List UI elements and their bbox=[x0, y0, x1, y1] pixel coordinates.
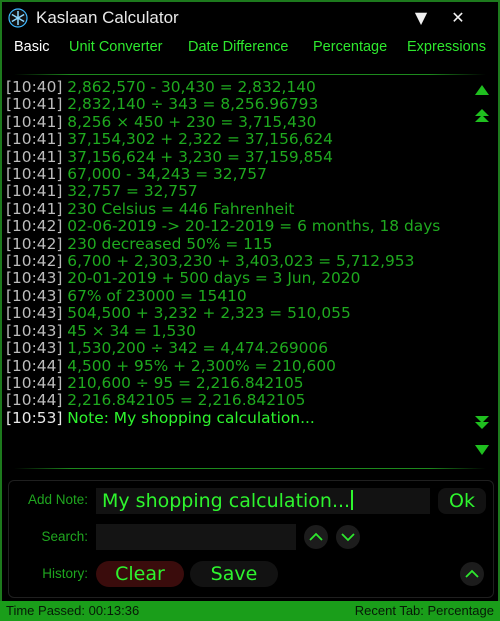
collapse-panel-button[interactable] bbox=[460, 562, 484, 586]
tab-basic[interactable]: Basic bbox=[14, 39, 50, 55]
tab-percentage[interactable]: Percentage bbox=[313, 39, 388, 55]
history-line: [10:43] 20-01-2019 + 500 days = 3 Jun, 2… bbox=[6, 269, 361, 288]
history-line: [10:44] 210,600 ÷ 95 = 2,216.842105 bbox=[6, 373, 304, 392]
clear-button[interactable]: Clear bbox=[96, 561, 184, 587]
tab-date-difference[interactable]: Date Difference bbox=[188, 39, 289, 55]
title-bar[interactable]: Kaslaan Calculator ▼ ✕ bbox=[2, 2, 498, 34]
history-line: [10:41] 67,000 - 34,243 = 32,757 bbox=[6, 165, 267, 184]
chevron-down-icon bbox=[341, 533, 355, 542]
history-line: [10:41] 230 Celsius = 446 Fahrenheit bbox=[6, 199, 295, 218]
history-list[interactable]: [10:40] 2,862,570 - 30,430 = 2,832,140 [… bbox=[6, 79, 466, 464]
scroll-top-icon[interactable] bbox=[473, 108, 491, 124]
save-button[interactable]: Save bbox=[190, 561, 278, 587]
tab-unit-converter[interactable]: Unit Converter bbox=[69, 39, 163, 55]
history-line: [10:41] 32,757 = 32,757 bbox=[6, 182, 198, 201]
window-title: Kaslaan Calculator bbox=[36, 8, 179, 27]
tab-expressions[interactable]: Expressions bbox=[407, 39, 486, 55]
history-line: [10:42] 02-06-2019 -> 20-12-2019 = 6 mon… bbox=[6, 217, 441, 236]
tab-bar: Basic Unit Converter Date Difference Per… bbox=[2, 36, 498, 62]
history-line-note: [10:53] Note: My shopping calculation... bbox=[6, 408, 315, 427]
history-line: [10:43] 1,530,200 ÷ 342 = 4,474.269006 bbox=[6, 339, 329, 358]
add-note-label: Add Note: bbox=[27, 492, 88, 507]
history-line: [10:41] 37,156,624 + 3,230 = 37,159,854 bbox=[6, 147, 333, 166]
time-passed: Time Passed: 00:13:36 bbox=[6, 603, 140, 618]
search-next-button[interactable] bbox=[336, 525, 360, 549]
chevron-up-icon bbox=[309, 532, 323, 541]
ok-button[interactable]: Ok bbox=[438, 488, 486, 514]
controls-panel bbox=[8, 480, 494, 598]
snowflake-icon bbox=[8, 8, 28, 28]
history-line: [10:41] 8,256 × 450 + 230 = 3,715,430 bbox=[6, 112, 317, 131]
history-line: [10:43] 504,500 + 3,232 + 2,323 = 510,05… bbox=[6, 304, 351, 323]
history-top-divider bbox=[14, 74, 486, 75]
scroll-bottom-icon[interactable] bbox=[473, 414, 491, 430]
history-line: [10:44] 4,500 + 95% + 2,300% = 210,600 bbox=[6, 356, 336, 375]
close-button[interactable]: ✕ bbox=[451, 8, 465, 27]
history-bottom-divider bbox=[14, 468, 486, 469]
history-line: [10:44] 2,216.842105 = 2,216.842105 bbox=[6, 391, 306, 410]
history-line: [10:41] 37,154,302 + 2,322 = 37,156,624 bbox=[6, 130, 333, 149]
history-line: [10:43] 67% of 23000 = 15410 bbox=[6, 286, 247, 305]
search-input[interactable] bbox=[96, 524, 296, 550]
status-bar: Time Passed: 00:13:36 Recent Tab: Percen… bbox=[0, 601, 500, 621]
history-line: [10:43] 45 × 34 = 1,530 bbox=[6, 321, 196, 340]
history-line: [10:42] 6,700 + 2,303,230 + 3,403,023 = … bbox=[6, 252, 415, 271]
history-label: History: bbox=[42, 566, 88, 581]
recent-tab: Recent Tab: Percentage bbox=[354, 603, 494, 618]
search-label: Search: bbox=[41, 529, 88, 544]
scroll-up-icon[interactable] bbox=[473, 82, 491, 98]
history-line: [10:41] 2,832,140 ÷ 343 = 8,256.96793 bbox=[6, 95, 319, 114]
chevron-up-icon bbox=[465, 569, 479, 578]
minimize-button[interactable]: ▼ bbox=[414, 8, 428, 27]
note-input[interactable]: My shopping calculation... bbox=[96, 488, 430, 514]
history-line: [10:42] 230 decreased 50% = 115 bbox=[6, 234, 273, 253]
scroll-down-icon[interactable] bbox=[473, 442, 491, 458]
history-line: [10:40] 2,862,570 - 30,430 = 2,832,140 bbox=[6, 79, 316, 96]
text-caret bbox=[351, 490, 354, 510]
search-previous-button[interactable] bbox=[304, 525, 328, 549]
